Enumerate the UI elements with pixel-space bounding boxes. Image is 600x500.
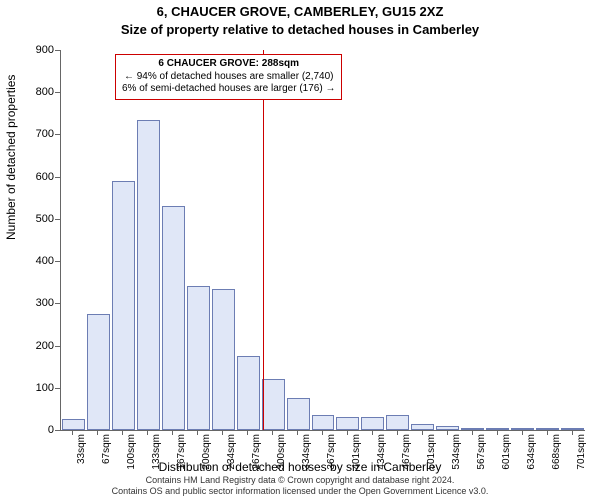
y-tick-label: 600 xyxy=(0,171,54,183)
histogram-bar xyxy=(312,415,335,430)
plot-area xyxy=(60,50,585,431)
y-tick-label: 900 xyxy=(0,44,54,56)
x-tick-label: 167sqm xyxy=(176,434,187,470)
x-tick-label: 67sqm xyxy=(101,434,112,464)
x-tick-label: 701sqm xyxy=(576,434,587,470)
y-tick-mark xyxy=(55,346,60,347)
footer-line1: Contains HM Land Registry data © Crown c… xyxy=(0,475,600,485)
y-tick-label: 700 xyxy=(0,128,54,140)
x-tick-label: 534sqm xyxy=(451,434,462,470)
x-tick-mark xyxy=(297,430,298,435)
x-tick-label: 234sqm xyxy=(226,434,237,470)
x-tick-label: 501sqm xyxy=(426,434,437,470)
y-tick-mark xyxy=(55,177,60,178)
y-tick-mark xyxy=(55,92,60,93)
y-tick-label: 400 xyxy=(0,255,54,267)
x-tick-mark xyxy=(197,430,198,435)
histogram-bar xyxy=(287,398,310,430)
x-tick-label: 668sqm xyxy=(551,434,562,470)
x-tick-mark xyxy=(272,430,273,435)
y-tick-label: 200 xyxy=(0,340,54,352)
histogram-bar xyxy=(336,417,359,430)
y-tick-mark xyxy=(55,303,60,304)
footer-line2: Contains OS and public sector informatio… xyxy=(0,486,600,496)
histogram-bar xyxy=(112,181,135,430)
x-tick-mark xyxy=(497,430,498,435)
x-tick-label: 367sqm xyxy=(326,434,337,470)
x-tick-label: 100sqm xyxy=(126,434,137,470)
x-tick-label: 467sqm xyxy=(401,434,412,470)
x-tick-mark xyxy=(572,430,573,435)
attribution-footer: Contains HM Land Registry data © Crown c… xyxy=(0,475,600,496)
x-tick-mark xyxy=(522,430,523,435)
x-tick-label: 401sqm xyxy=(351,434,362,470)
x-tick-label: 634sqm xyxy=(526,434,537,470)
x-tick-label: 434sqm xyxy=(376,434,387,470)
y-tick-mark xyxy=(55,219,60,220)
histogram-bar xyxy=(187,286,210,430)
x-tick-label: 601sqm xyxy=(501,434,512,470)
histogram-bar xyxy=(237,356,260,430)
y-tick-mark xyxy=(55,430,60,431)
x-tick-mark xyxy=(147,430,148,435)
y-tick-label: 500 xyxy=(0,213,54,225)
chart-container: 6, CHAUCER GROVE, CAMBERLEY, GU15 2XZ Si… xyxy=(0,0,600,500)
x-tick-label: 33sqm xyxy=(76,434,87,464)
histogram-bar xyxy=(411,424,434,430)
histogram-bar xyxy=(62,419,85,430)
annotation-box: 6 CHAUCER GROVE: 288sqm ← 94% of detache… xyxy=(115,54,342,100)
x-tick-label: 133sqm xyxy=(151,434,162,470)
x-tick-mark xyxy=(372,430,373,435)
x-tick-mark xyxy=(322,430,323,435)
x-tick-mark xyxy=(397,430,398,435)
y-tick-label: 800 xyxy=(0,86,54,98)
histogram-bar xyxy=(511,428,534,430)
histogram-bar xyxy=(262,379,285,430)
x-tick-mark xyxy=(122,430,123,435)
histogram-bar xyxy=(486,428,509,430)
x-tick-mark xyxy=(72,430,73,435)
x-tick-label: 267sqm xyxy=(251,434,262,470)
x-tick-mark xyxy=(172,430,173,435)
histogram-bar xyxy=(212,289,235,430)
histogram-bar xyxy=(436,426,459,430)
y-tick-label: 100 xyxy=(0,382,54,394)
x-tick-label: 300sqm xyxy=(276,434,287,470)
x-tick-mark xyxy=(447,430,448,435)
x-tick-mark xyxy=(472,430,473,435)
x-tick-label: 334sqm xyxy=(301,434,312,470)
x-tick-label: 200sqm xyxy=(201,434,212,470)
y-tick-mark xyxy=(55,50,60,51)
y-tick-label: 300 xyxy=(0,297,54,309)
x-tick-mark xyxy=(547,430,548,435)
histogram-bar xyxy=(386,415,409,430)
histogram-bar xyxy=(137,120,160,430)
histogram-bar xyxy=(361,417,384,430)
annotation-line2: ← 94% of detached houses are smaller (2,… xyxy=(122,71,335,84)
x-tick-mark xyxy=(422,430,423,435)
x-tick-label: 567sqm xyxy=(476,434,487,470)
title-subtitle: Size of property relative to detached ho… xyxy=(0,22,600,37)
reference-line xyxy=(263,50,264,430)
x-tick-mark xyxy=(347,430,348,435)
annotation-line1: 6 CHAUCER GROVE: 288sqm xyxy=(122,58,335,71)
title-address: 6, CHAUCER GROVE, CAMBERLEY, GU15 2XZ xyxy=(0,4,600,19)
y-tick-mark xyxy=(55,134,60,135)
y-tick-mark xyxy=(55,388,60,389)
y-tick-label: 0 xyxy=(0,424,54,436)
x-tick-mark xyxy=(222,430,223,435)
histogram-bar xyxy=(461,428,484,430)
y-tick-mark xyxy=(55,261,60,262)
annotation-line3: 6% of semi-detached houses are larger (1… xyxy=(122,83,335,96)
x-tick-mark xyxy=(97,430,98,435)
x-tick-mark xyxy=(247,430,248,435)
histogram-bar xyxy=(87,314,110,430)
histogram-bar xyxy=(162,206,185,430)
